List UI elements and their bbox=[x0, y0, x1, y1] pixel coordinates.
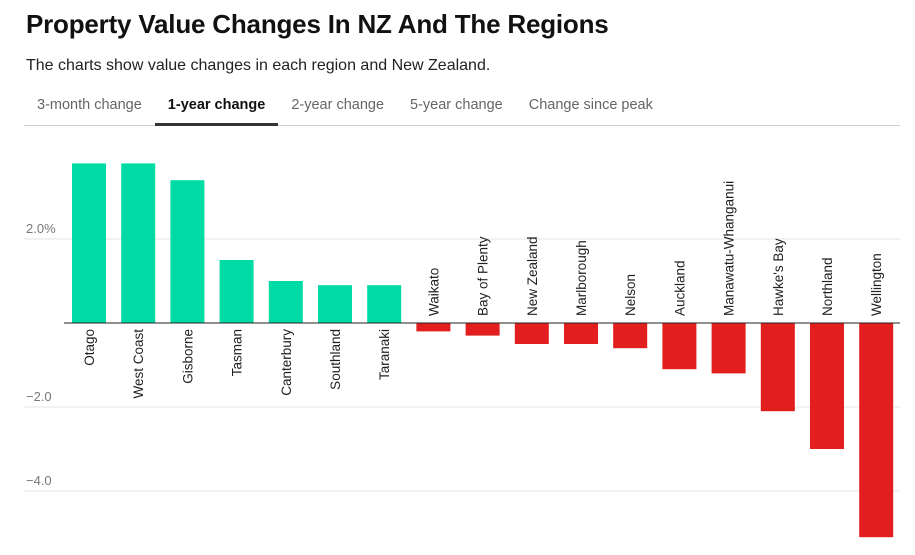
tab-change-since-peak[interactable]: Change since peak bbox=[528, 97, 653, 113]
bar[interactable] bbox=[760, 323, 795, 412]
category-label: Marlborough bbox=[574, 240, 589, 316]
category-label: Waikato bbox=[426, 268, 441, 316]
category-label: New Zealand bbox=[525, 236, 540, 316]
category-label: Northland bbox=[820, 257, 835, 316]
category-label: Hawke's Bay bbox=[771, 238, 786, 316]
bar[interactable] bbox=[170, 180, 205, 323]
bar[interactable] bbox=[72, 163, 106, 323]
bar[interactable] bbox=[662, 323, 697, 370]
bar[interactable] bbox=[564, 323, 598, 344]
tab-5-year-change[interactable]: 5-year change bbox=[410, 97, 503, 113]
category-label: Tasman bbox=[230, 329, 245, 376]
tab-2-year-change[interactable]: 2-year change bbox=[291, 97, 385, 113]
bar[interactable] bbox=[711, 323, 746, 374]
category-label: Taranaki bbox=[377, 329, 392, 380]
tab-1-year-change[interactable]: 1-year change bbox=[154, 88, 279, 126]
category-label: Otago bbox=[82, 329, 97, 366]
category-label: West Coast bbox=[131, 329, 146, 399]
category-label: Southland bbox=[328, 329, 343, 390]
y-tick-label: 2.0% bbox=[26, 221, 56, 236]
bar[interactable] bbox=[416, 323, 451, 332]
category-label: Manawatu-Whanganui bbox=[722, 181, 737, 316]
category-label: Bay of Plenty bbox=[476, 236, 491, 316]
bar[interactable] bbox=[514, 323, 549, 344]
category-label: Wellington bbox=[869, 253, 884, 316]
category-label: Auckland bbox=[672, 260, 687, 316]
category-label: Nelson bbox=[623, 274, 638, 316]
bar[interactable] bbox=[219, 260, 254, 323]
bar[interactable] bbox=[318, 285, 352, 323]
y-tick-label: −4.0 bbox=[26, 473, 52, 488]
bar[interactable] bbox=[268, 281, 303, 323]
page-subtitle: The charts show value changes in each re… bbox=[26, 57, 491, 74]
bar[interactable] bbox=[367, 285, 402, 323]
bar[interactable] bbox=[810, 323, 844, 449]
category-label: Canterbury bbox=[279, 329, 294, 396]
tab-3-month-change[interactable]: 3-month change bbox=[37, 97, 142, 113]
bar[interactable] bbox=[121, 163, 156, 323]
bar[interactable] bbox=[613, 323, 648, 349]
category-label: Gisborne bbox=[180, 329, 195, 384]
page-title: Property Value Changes In NZ And The Reg… bbox=[26, 9, 609, 39]
bar[interactable] bbox=[859, 323, 894, 538]
tab-bar: 3-month change 1-year change 2-year chan… bbox=[24, 88, 900, 126]
y-tick-label: −2.0 bbox=[26, 389, 52, 404]
bar[interactable] bbox=[465, 323, 500, 336]
